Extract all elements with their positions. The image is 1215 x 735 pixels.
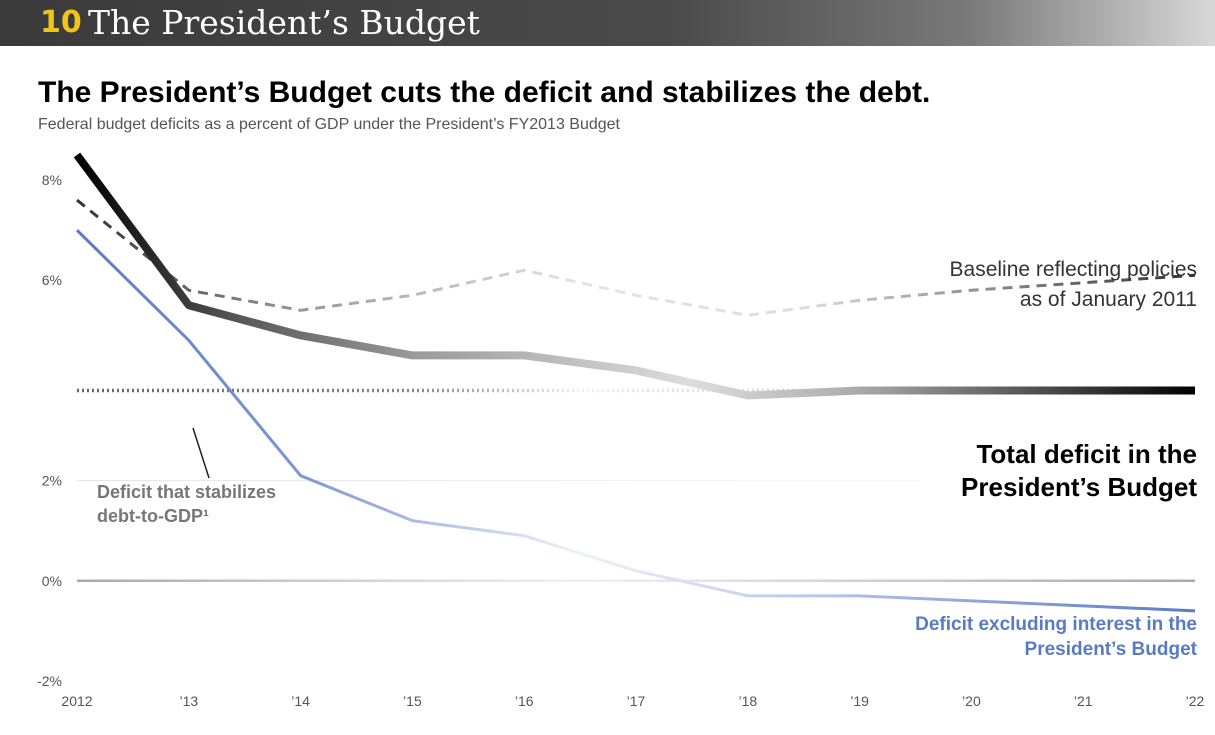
chapter-title: The President’s Budget [88, 3, 480, 42]
stabilizing-deficit-annotation-line-1: Deficit that stabilizes [97, 482, 277, 502]
interest-excluded-annotation-line-2: President’s Budget [1024, 639, 1197, 660]
x-tick-label: ’21 [1074, 693, 1093, 709]
baseline-annotation: Baseline reflecting policies as of Janua… [950, 255, 1197, 315]
total-deficit-annotation: Total deficit in the President’s Budget [961, 438, 1197, 504]
baseline-annotation-line-1: Baseline reflecting policies [949, 258, 1197, 281]
x-tick-label: ’16 [515, 693, 534, 709]
baseline-annotation-line-2: as of January 2011 [1019, 288, 1197, 311]
series-line-total-deficit [73, 152, 1195, 400]
total-deficit-annotation-line-1: Total deficit in the [976, 439, 1197, 469]
title-banner: 10 The President’s Budget [0, 0, 1215, 46]
x-tick-label: ’20 [962, 693, 981, 709]
total-deficit-annotation-line-2: President’s Budget [961, 472, 1197, 502]
stabilizing-deficit-annotation: Deficit that stabilizes debt-to-GDP¹ [97, 480, 276, 528]
y-tick-label: 8% [42, 172, 62, 188]
chart-subhead: Federal budget deficits as a percent of … [38, 116, 620, 133]
y-tick-label: 6% [42, 272, 62, 288]
x-tick-label: ’22 [1186, 693, 1205, 709]
y-tick-label: -2% [37, 673, 62, 689]
y-tick-label: 0% [42, 573, 62, 589]
x-tick-label: ’17 [627, 693, 646, 709]
x-tick-label: 2012 [61, 693, 92, 709]
x-tick-label: ’18 [738, 693, 757, 709]
series-line-baseline [76, 198, 1196, 317]
x-tick-label: ’14 [291, 693, 310, 709]
x-tick-label: ’15 [403, 693, 422, 709]
chart-headline: The President’s Budget cuts the deficit … [38, 76, 931, 109]
chapter-number: 10 [40, 5, 82, 40]
stabilizing-annotation-leader [192, 427, 210, 479]
interest-excluded-annotation-line-1: Deficit excluding interest in the [915, 614, 1197, 635]
stabilizing-deficit-annotation-line-2: debt-to-GDP¹ [97, 506, 209, 526]
x-tick-label: ’19 [850, 693, 869, 709]
x-tick-label: ’13 [179, 693, 198, 709]
interest-excluded-annotation: Deficit excluding interest in the Presid… [915, 612, 1197, 662]
y-tick-label: 2% [42, 473, 62, 489]
series-line-interest-excluded [75, 229, 1196, 613]
